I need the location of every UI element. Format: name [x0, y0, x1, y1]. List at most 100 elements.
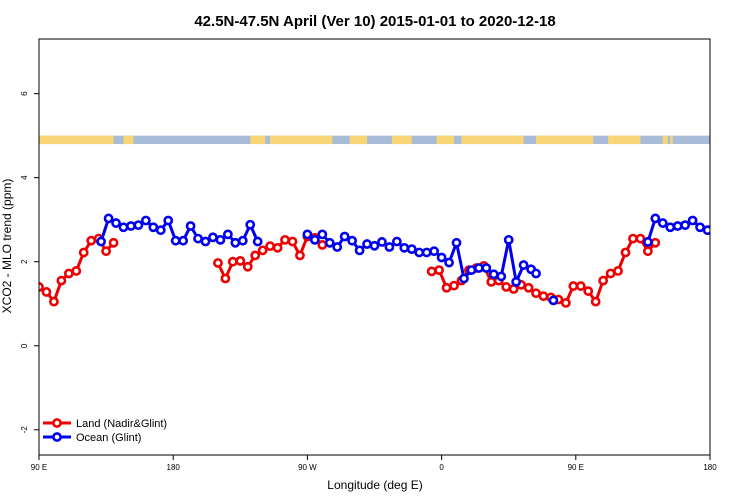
land-band — [125, 135, 134, 145]
data-point — [265, 241, 276, 252]
data-point — [421, 247, 432, 258]
data-point — [78, 247, 89, 258]
series-ocean — [96, 213, 710, 306]
data-point — [590, 296, 601, 307]
data-point — [426, 266, 437, 277]
land-band — [536, 135, 594, 145]
data-point — [613, 266, 623, 276]
data-point — [118, 222, 129, 233]
data-point — [650, 237, 661, 248]
data-point — [302, 229, 313, 240]
data-point — [245, 219, 256, 230]
data-point — [242, 261, 253, 272]
x-tick-label: 90 E — [31, 463, 47, 472]
land-band — [349, 135, 368, 145]
x-tick-label: 0 — [439, 463, 444, 472]
data-point — [429, 246, 440, 257]
data-point — [473, 263, 484, 273]
y-tick-label: 4 — [20, 175, 29, 180]
data-point — [369, 240, 380, 251]
data-point — [86, 235, 97, 246]
legend-marker — [52, 432, 62, 442]
data-point — [317, 229, 328, 240]
data-point — [642, 246, 653, 257]
data-point — [200, 236, 211, 247]
y-tick-label: 0 — [20, 343, 29, 348]
plot-frame — [38, 38, 711, 456]
data-point — [111, 218, 121, 228]
x-tick-label: 90 W — [298, 463, 317, 472]
data-point — [414, 247, 425, 258]
data-point — [531, 268, 541, 279]
data-point — [518, 260, 529, 270]
land-band — [436, 135, 455, 145]
data-point — [347, 235, 358, 246]
data-point — [56, 275, 67, 286]
data-point — [295, 250, 305, 261]
data-point — [208, 232, 218, 243]
data-point — [227, 256, 238, 267]
data-point — [436, 252, 447, 263]
data-point — [354, 245, 365, 256]
data-point — [451, 237, 462, 248]
data-point — [309, 234, 320, 245]
data-point — [332, 242, 343, 252]
x-tick-label: 180 — [703, 463, 717, 472]
data-point — [133, 220, 144, 231]
data-point — [101, 246, 111, 257]
data-point — [41, 287, 52, 297]
data-point — [635, 233, 646, 244]
data-point — [49, 296, 59, 307]
legend-label: Land (Nadir&Glint) — [76, 418, 167, 430]
data-point — [235, 255, 246, 266]
data-point — [605, 268, 616, 279]
data-point — [665, 222, 676, 233]
chart-title: 42.5N-47.5N April (Ver 10) 2015-01-01 to… — [194, 13, 555, 30]
data-point — [222, 229, 233, 240]
ocean-band — [39, 135, 710, 145]
land-band — [670, 135, 673, 145]
data-point — [444, 257, 454, 268]
data-point — [108, 237, 119, 248]
data-point — [538, 291, 549, 302]
data-point — [523, 282, 534, 293]
data-point — [250, 250, 261, 261]
y-tick-label: 2 — [20, 259, 29, 264]
data-point — [481, 263, 492, 273]
data-point — [193, 233, 203, 244]
data-point — [126, 221, 136, 231]
data-point — [170, 235, 181, 246]
data-point — [163, 215, 174, 226]
data-point — [140, 215, 151, 226]
data-point — [96, 236, 107, 247]
data-point — [155, 225, 166, 236]
data-point — [185, 221, 196, 231]
data-point — [466, 265, 477, 276]
data-point — [339, 231, 350, 242]
data-point — [252, 236, 263, 247]
land-band — [391, 135, 412, 145]
data-point — [213, 258, 223, 268]
data-point — [384, 242, 395, 252]
data-point — [496, 271, 507, 282]
y-axis-label: XCO2 - MLO trend (ppm) — [0, 179, 14, 314]
data-point — [598, 275, 609, 286]
data-point — [230, 237, 241, 248]
land-band — [608, 135, 641, 145]
data-point — [575, 281, 586, 291]
data-point — [687, 215, 698, 226]
x-tick-label: 180 — [167, 463, 181, 472]
data-point — [434, 265, 445, 276]
data-point — [548, 295, 559, 306]
data-point — [317, 239, 328, 250]
data-point — [237, 235, 248, 246]
data-point — [391, 236, 402, 247]
x-tick-label: 90 E — [568, 463, 584, 472]
data-point — [449, 280, 459, 291]
y-tick-label: 6 — [20, 91, 29, 96]
data-point — [650, 213, 661, 224]
data-point — [501, 282, 512, 292]
data-point — [531, 288, 541, 299]
land-band — [662, 135, 668, 145]
